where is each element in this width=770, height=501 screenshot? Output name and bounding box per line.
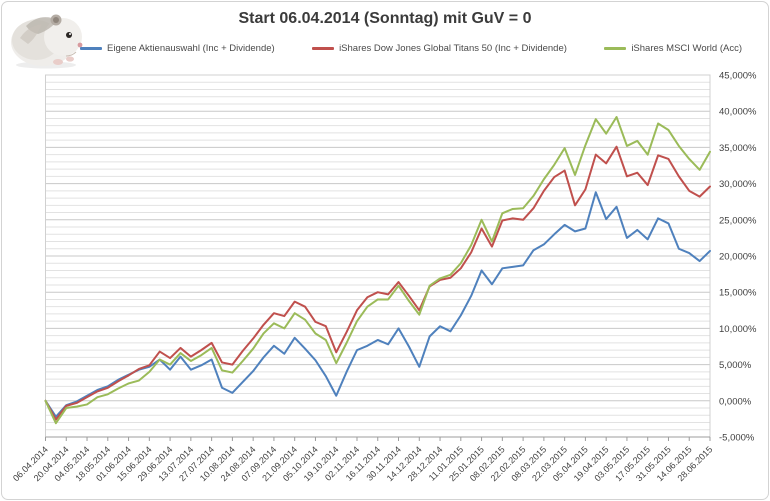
svg-text:25,000%: 25,000% — [719, 215, 757, 226]
legend-label: Eigene Aktienauswahl (Inc + Dividende) — [107, 42, 275, 54]
legend-label: iShares MSCI World (Acc) — [631, 42, 742, 54]
series-line-1 — [44, 145, 711, 421]
svg-text:10,000%: 10,000% — [719, 324, 757, 335]
legend-label: iShares Dow Jones Global Titans 50 (Inc … — [339, 42, 567, 54]
series-line-swatch-blue — [80, 46, 102, 50]
y-axis-labels: -5,000% 0,000% 5,000% 10,000% 15,000% 20,000%… — [719, 71, 757, 444]
svg-text:35,000%: 35,000% — [719, 143, 757, 154]
legend: Eigene Aktienauswahl (Inc + Dividende) i… — [80, 39, 742, 57]
svg-text:30,000%: 30,000% — [719, 179, 757, 190]
svg-text:15,000%: 15,000% — [719, 288, 757, 299]
svg-text:0,000%: 0,000% — [719, 396, 752, 407]
series-line-swatch-red — [312, 46, 335, 50]
svg-text:-5,000%: -5,000% — [719, 433, 755, 444]
svg-text:5,000%: 5,000% — [719, 360, 752, 371]
series-line-0 — [44, 191, 711, 418]
gridlines — [45, 74, 710, 438]
hamster-image — [11, 14, 83, 69]
legend-item-eigene-aktienauswahl: Eigene Aktienauswahl (Inc + Dividende) — [80, 43, 275, 54]
svg-text:45,000%: 45,000% — [719, 71, 757, 82]
svg-text:20,000%: 20,000% — [719, 252, 757, 263]
legend-item-dow-jones-global-titans: iShares Dow Jones Global Titans 50 (Inc … — [312, 43, 567, 54]
chart-title: Start 06.04.2014 (Sonntag) mit GuV = 0 — [238, 10, 532, 27]
legend-item-msci-world: iShares MSCI World (Acc) — [604, 43, 742, 54]
x-axis-labels: 06.04.201420.04.201404.05.201418.05.2014… — [11, 437, 714, 483]
svg-text:40,000%: 40,000% — [719, 107, 757, 118]
series-line-swatch-green — [604, 46, 627, 50]
series-line-2 — [44, 115, 711, 425]
